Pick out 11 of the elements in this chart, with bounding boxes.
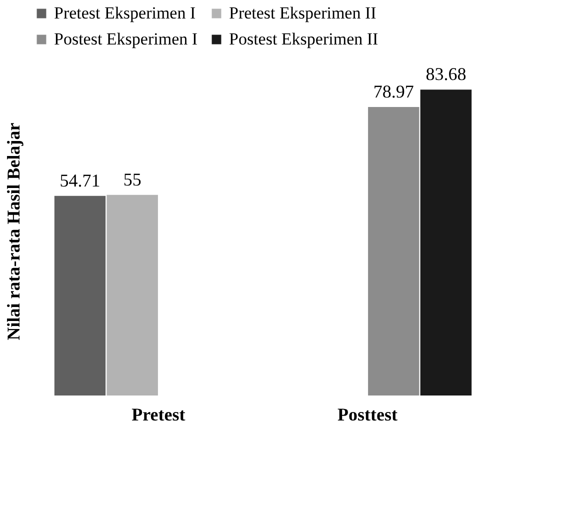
x-tick-label: Pretest (132, 404, 186, 424)
legend-label: Pretest Eksperimen I (54, 4, 196, 23)
legend-label: Postest Eksperimen II (229, 30, 379, 48)
data-label: 54.71 (60, 170, 100, 190)
data-label: 78.97 (373, 81, 414, 102)
y-axis-title: Nilai rata-rata Hasil Belajar (4, 122, 24, 340)
legend-label: Postest Eksperimen I (54, 30, 198, 48)
legend-label: Pretest Eksperimen II (229, 4, 377, 23)
x-tick-label: Posttest (338, 404, 398, 424)
data-label: 55 (123, 169, 142, 190)
data-label: 83.68 (426, 64, 466, 84)
